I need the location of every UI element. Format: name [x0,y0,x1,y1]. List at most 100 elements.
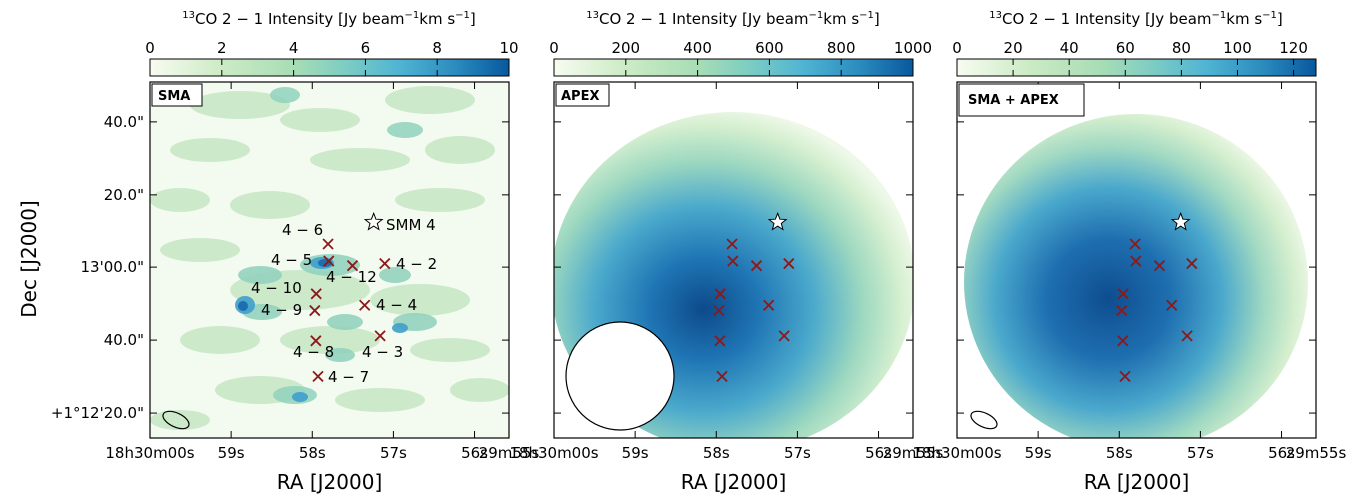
colorbar-tick-label: 400 [683,39,712,57]
colorbar-label: 13CO 2 − 1 Intensity [Jy beam−1km s−1] [989,10,1283,28]
colorbar-tick-label: 20 [1004,39,1023,57]
label-4-10: 4 − 10 [251,279,302,297]
colorbar [553,58,914,77]
label-4-7: 4 − 7 [328,368,369,386]
x-axis-label: RA [J2000] [277,470,383,494]
x-tick-label: 58s [299,444,326,462]
y-tick-label: +1°12'20.0" [51,404,144,422]
colorbar-tick-label: 0 [145,39,155,57]
source-marker [1129,238,1141,250]
source-markers [713,211,795,383]
colorbar-ticks: 0 200 400 600 800 1000 [549,39,932,76]
x-tick-label: 29m55s [883,444,944,462]
colorbar-tick-label: 6 [361,39,371,57]
intensity-map [554,82,913,438]
intensity-map [957,82,1316,438]
source-marker [727,255,739,267]
x-tick-label: 56s [461,444,488,462]
colorbar-tick-label: 8 [432,39,442,57]
panel-label: SMA + APEX [968,93,1059,108]
source-marker [323,255,335,267]
star-marker-smm4 [363,211,384,231]
panel-label: APEX [561,89,600,104]
colorbar-tick-label: 120 [1279,39,1308,57]
axis-ticks: 40.0" 20.0" 13'00.0" 40.0" +1°12'20.0" 18h30m… [51,82,540,494]
source-marker [379,257,391,270]
x-tick-label: 56s [865,444,892,462]
colorbar-tick-label: 800 [827,39,856,57]
label-4-8: 4 − 8 [293,343,334,361]
colorbar-label: 13CO 2 − 1 Intensity [Jy beam−1km s−1] [586,10,880,28]
colorbar-ticks: 0 20 40 60 80 100 120 [952,39,1308,76]
source-markers [1116,211,1198,383]
source-marker [359,299,371,311]
source-marker [1153,260,1166,272]
colorbar-tick-label: 80 [1172,39,1191,57]
source-marker [750,260,763,272]
x-tick-label: 57s [380,444,407,462]
source-marker [714,335,726,347]
y-tick-label: 13'00.0" [80,258,144,276]
star-marker-smm4 [1170,211,1191,231]
colorbar-tick-label: 1000 [894,39,932,57]
label-4-2: 4 − 2 [396,255,437,273]
colorbar-tick-label: 0 [549,39,559,57]
colorbar [956,58,1317,77]
source-marker [322,238,334,250]
colorbar-tick-label: 100 [1223,39,1252,57]
label-4-9: 4 − 9 [261,301,302,319]
colorbar [149,58,510,77]
label-4-5: 4 − 5 [271,251,312,269]
source-marker [1181,330,1193,342]
y-tick-label: 40.0" [104,331,144,349]
panel-label: SMA [158,89,190,104]
star-marker-smm4 [767,211,788,231]
colorbar-tick-label: 60 [1116,39,1135,57]
x-tick-label: 29m55s [479,444,540,462]
source-marker [374,330,386,342]
plot-frame [956,81,1317,439]
colorbar-tick-label: 10 [499,39,518,57]
source-marker [1186,257,1198,270]
source-marker [312,370,324,383]
x-tick-label: 58s [1106,444,1133,462]
source-marker [716,370,728,383]
x-tick-label: 18h30m00s [509,444,598,462]
beam-ellipse [162,410,190,430]
label-smm4: SMM 4 [386,216,436,234]
source-marker [310,288,322,300]
beam-circle [565,321,675,431]
colorbar-tick-label: 40 [1060,39,1079,57]
x-tick-label: 18h30m00s [912,444,1001,462]
source-marker [310,335,322,347]
source-marker [783,257,795,270]
x-axis-label: RA [J2000] [681,470,787,494]
source-markers [309,211,391,383]
x-tick-label: 58s [703,444,730,462]
plot-frame [553,81,914,439]
source-labels: 4 − 6 4 − 5 4 − 12 4 − 2 4 − 10 4 − 9 4 … [251,216,437,386]
colorbar-tick-label: 600 [755,39,784,57]
colorbar-label: 13CO 2 − 1 Intensity [Jy beam−1km s−1] [182,10,476,28]
source-marker [309,304,321,317]
panel-sma: 13CO 2 − 1 Intensity [Jy beam−1km s−1] 0… [51,10,540,494]
panel-apex: 13CO 2 − 1 Intensity [Jy beam−1km s−1] 0… [509,10,943,494]
colorbar-tick-label: 2 [217,39,227,57]
plot-frame [149,81,510,439]
source-marker [1116,304,1128,317]
x-tick-label: 59s [1025,444,1052,462]
label-4-3: 4 − 3 [362,343,403,361]
x-tick-label: 56s [1268,444,1295,462]
source-marker [1117,335,1129,347]
x-tick-label: 57s [784,444,811,462]
source-marker [778,330,790,342]
x-tick-label: 59s [622,444,649,462]
y-tick-label: 40.0" [104,113,144,131]
source-marker [1117,288,1129,300]
panel-sma-apex: 13CO 2 − 1 Intensity [Jy beam−1km s−1] 0… [912,10,1346,494]
colorbar-tick-label: 0 [952,39,962,57]
source-marker [713,304,725,317]
